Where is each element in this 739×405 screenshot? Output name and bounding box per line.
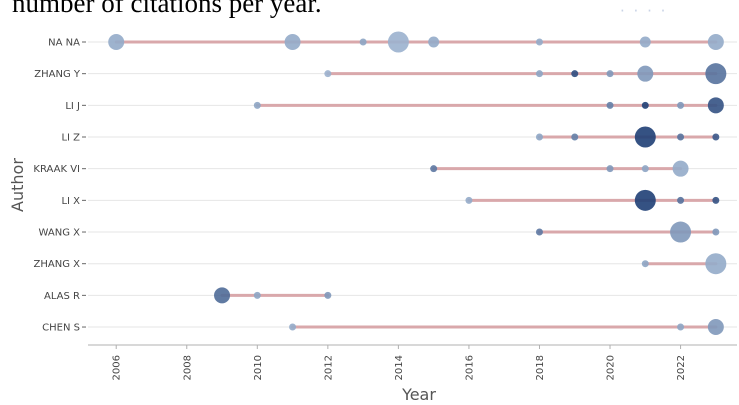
author-label: KRAAK VI [33,164,80,175]
author-label: WANG X [39,228,81,239]
citation-point [641,165,649,173]
citation-point [465,196,473,204]
author-label: ALAS R [44,291,80,302]
author-label: LI J [65,101,80,112]
citation-point [670,221,692,243]
citation-point [535,133,543,141]
citation-points [108,31,727,336]
citation-point [535,228,543,236]
citation-point [253,291,261,299]
citation-point [387,31,409,53]
x-tick-label: 2016 [464,355,475,380]
citation-point [712,228,720,236]
citation-point [571,70,579,78]
citation-point [641,101,649,109]
author-label: ZHANG X [34,259,81,270]
citation-point [108,34,125,50]
citation-point [677,133,685,141]
grid-layer [88,41,737,328]
x-tick-label: 2008 [182,355,193,380]
x-tick-label: 2006 [112,355,123,380]
citation-point [606,101,614,109]
citation-point [712,133,720,141]
citation-point [430,165,438,173]
citation-point [359,38,367,46]
citation-point [639,36,651,48]
citation-point [677,101,685,109]
citation-point [672,160,689,177]
citation-point [606,70,614,78]
citation-point [707,34,724,50]
citation-point [289,323,297,331]
author-label: LI Z [61,133,80,144]
citation-point [707,97,724,114]
citation-point [535,70,543,78]
axes: 2006 2008 2010 2012 2014 2016 2018 2020 2022 NA N… [33,38,737,380]
citation-point [253,101,261,109]
author-label: ZHANG Y [34,69,81,80]
citation-point [214,287,231,304]
x-tick-label: 2022 [676,355,687,380]
citation-point [677,323,685,331]
citation-point [324,291,332,299]
citation-point [641,260,649,268]
citation-point [606,165,614,173]
citation-point [535,38,543,46]
citation-point [634,189,656,211]
x-tick-label: 2020 [606,355,617,380]
citation-point [712,196,720,204]
citation-point [634,126,656,148]
timeline-lines [114,40,718,329]
citation-point [428,36,440,48]
citation-point [324,70,332,78]
corner-badge: · · · · [620,4,668,18]
citation-point [571,133,579,141]
x-tick-label: 2018 [535,355,546,380]
x-tick-label: 2014 [394,355,405,380]
citation-point [707,319,724,336]
citation-point [705,253,727,275]
citation-point [677,196,685,204]
citation-point [637,65,654,82]
x-tick-label: 2010 [253,355,264,380]
y-axis-title: Author [8,158,27,212]
x-tick-label: 2012 [323,355,334,380]
figure-caption: number of citations per year. [12,0,322,18]
citation-point [284,34,301,50]
author-label: CHEN S [42,323,80,334]
x-axis-title: Year [401,385,436,404]
author-label: NA NA [48,38,80,49]
author-label: LI X [61,196,80,207]
citation-point [705,63,727,85]
